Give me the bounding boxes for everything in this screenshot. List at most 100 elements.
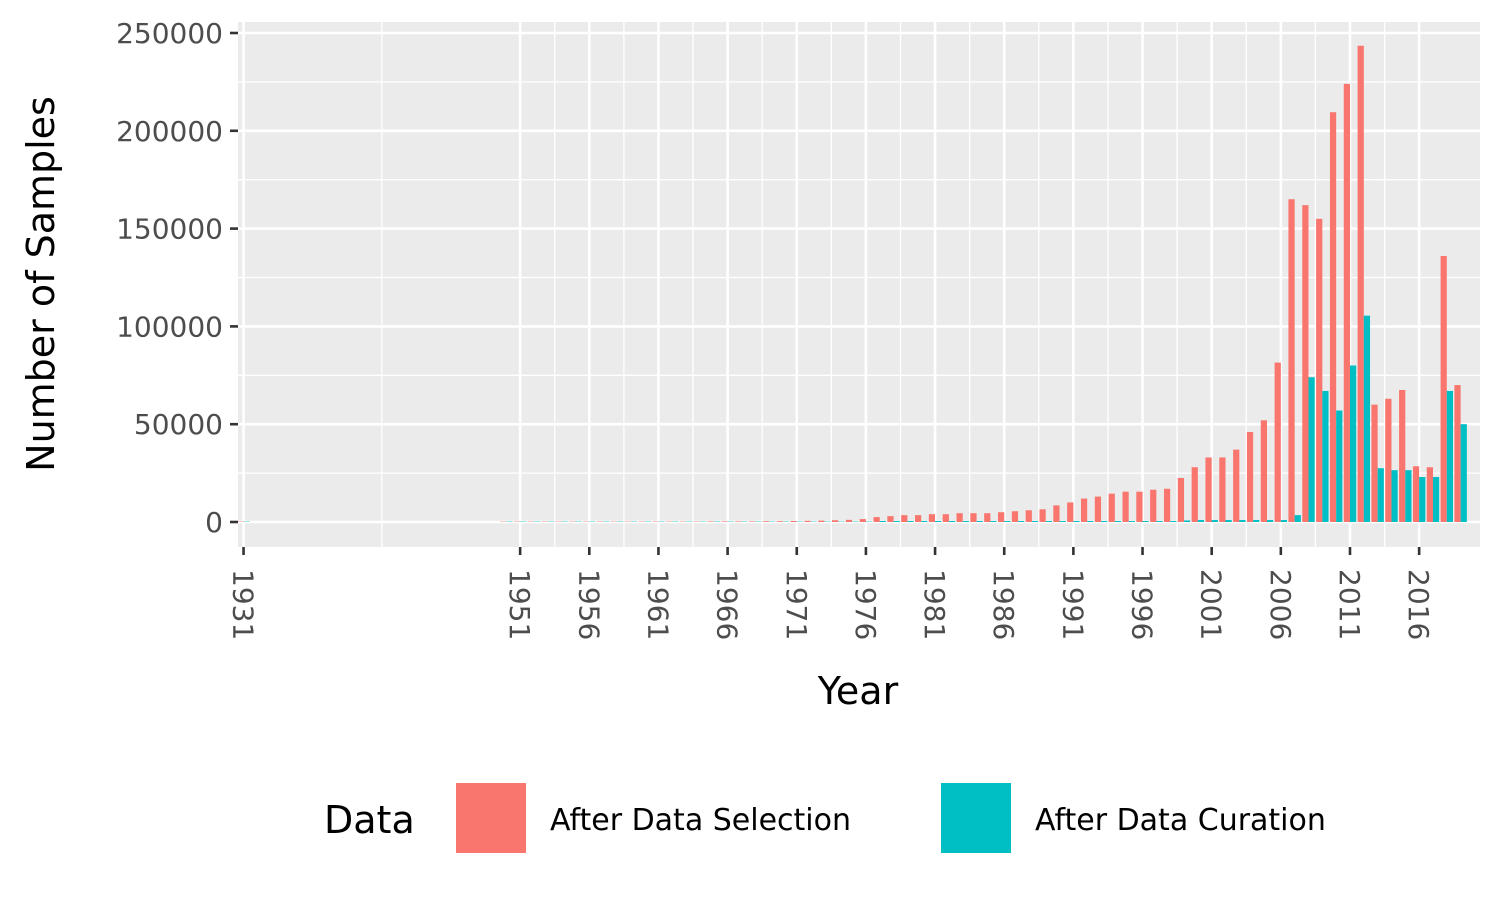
bar-selection-1974 <box>832 520 839 522</box>
x-tick-label: 2006 <box>1264 569 1297 640</box>
bar-selection-2019 <box>1454 385 1461 522</box>
bar-selection-1997 <box>1150 489 1157 522</box>
bar-selection-2014 <box>1385 398 1392 522</box>
bar-selection-1965 <box>707 521 714 522</box>
legend: Data After Data Selection After Data Cur… <box>324 783 1326 853</box>
legend-label-after-data-curation: After Data Curation <box>1035 803 1326 838</box>
bar-curation-2017 <box>1432 477 1440 522</box>
bar-selection-1985 <box>984 513 991 522</box>
minor-gridlines <box>238 22 1480 547</box>
bar-curation-1979 <box>907 521 914 522</box>
bar-selection-1989 <box>1039 509 1046 522</box>
bar-curation-2012 <box>1363 315 1371 522</box>
bar-curation-2008 <box>1308 377 1315 522</box>
bar-selection-1968 <box>749 521 756 522</box>
bar-selection-2003 <box>1233 449 1240 522</box>
bar-curation-2016 <box>1419 477 1426 522</box>
bar-selection-1976 <box>859 519 866 522</box>
bar-selection-2001 <box>1205 457 1212 522</box>
bar-curation-1995 <box>1128 521 1135 522</box>
bar-selection-1991 <box>1067 502 1074 522</box>
x-axis: 1931 1951 1956 1961 1966 1971 1976 1981 1986 1991… <box>227 547 1435 640</box>
bar-selection-1966 <box>721 521 728 522</box>
legend-key-after-data-curation <box>941 783 1011 853</box>
bar-curation-2002 <box>1225 520 1232 522</box>
bar-selection-1993 <box>1094 496 1102 522</box>
bar-curation-1996 <box>1142 521 1149 522</box>
bar-curation-1978 <box>893 521 900 522</box>
bars <box>237 45 1467 523</box>
bar-curation-1977 <box>879 521 886 522</box>
bar-curation-2000 <box>1197 520 1205 522</box>
bar-curation-1985 <box>990 521 997 522</box>
bar-curation-1987 <box>1018 521 1025 522</box>
bar-selection-1996 <box>1136 491 1143 522</box>
bar-selection-2008 <box>1302 205 1309 522</box>
bar-selection-1992 <box>1080 498 1088 522</box>
bar-curation-2010 <box>1336 410 1343 522</box>
bar-curation-1988 <box>1031 521 1039 522</box>
bar-selection-1987 <box>1011 511 1019 522</box>
bar-selection-1977 <box>873 517 880 522</box>
bar-selection-2016 <box>1412 466 1420 522</box>
bar-curation-2001 <box>1211 520 1218 522</box>
legend-label-after-data-selection: After Data Selection <box>550 803 851 838</box>
x-tick-label: 1996 <box>1126 569 1159 640</box>
bar-selection-1978 <box>887 516 894 522</box>
y-axis-title: Number of Samples <box>19 96 63 472</box>
bar-selection-2018 <box>1440 255 1447 523</box>
bar-curation-1999 <box>1184 520 1191 522</box>
bar-selection-1988 <box>1025 510 1032 522</box>
bar-selection-2005 <box>1260 420 1267 522</box>
bar-selection-2015 <box>1399 389 1406 522</box>
bar-selection-1980 <box>915 515 922 522</box>
bar-curation-1980 <box>921 521 928 522</box>
x-tick-label: 1981 <box>918 569 951 640</box>
bar-selection-2012 <box>1357 45 1364 523</box>
y-axis: 0 50000 100000 150000 200000 250000 <box>116 17 238 539</box>
y-tick-label: 250000 <box>116 17 223 50</box>
bar-selection-1986 <box>998 512 1005 522</box>
bar-selection-1970 <box>776 521 783 522</box>
bar-selection-2011 <box>1343 83 1350 523</box>
bar-selection-2013 <box>1371 404 1378 522</box>
x-tick-label: 1931 <box>227 569 260 640</box>
bar-selection-2009 <box>1316 218 1323 522</box>
y-tick-label: 50000 <box>134 408 223 441</box>
bar-selection-1972 <box>804 520 811 522</box>
x-tick-label: 2011 <box>1333 569 1366 640</box>
bar-selection-1967 <box>735 521 742 522</box>
bar-curation-2014 <box>1391 470 1398 522</box>
bar-curation-2005 <box>1267 520 1274 522</box>
bar-selection-1984 <box>970 513 977 522</box>
x-tick-label: 1961 <box>642 569 675 640</box>
bar-curation-1994 <box>1114 521 1122 522</box>
x-tick-label: 1976 <box>849 569 882 640</box>
bar-curation-1983 <box>962 521 969 522</box>
bar-curation-2013 <box>1377 468 1384 522</box>
bar-selection-1999 <box>1177 477 1185 522</box>
bar-selection-1982 <box>942 514 949 522</box>
x-axis-title: Year <box>817 669 899 713</box>
bar-selection-1975 <box>845 519 853 522</box>
bar-selection-2007 <box>1288 199 1295 522</box>
bar-selection-1981 <box>928 514 936 522</box>
x-tick-label: 2001 <box>1195 569 1228 640</box>
legend-key-after-data-selection <box>456 783 526 853</box>
bar-selection-2010 <box>1329 112 1337 522</box>
bar-curation-1992 <box>1087 521 1094 522</box>
bar-selection-1969 <box>762 521 770 522</box>
bar-selection-2006 <box>1274 362 1281 522</box>
bar-selection-1979 <box>901 515 908 522</box>
bar-selection-2017 <box>1426 467 1433 522</box>
bar-curation-1991 <box>1073 521 1080 522</box>
bar-curation-2018 <box>1446 390 1454 522</box>
bar-curation-2003 <box>1239 520 1246 522</box>
bar-selection-1995 <box>1122 491 1129 522</box>
y-tick-label: 100000 <box>116 310 223 343</box>
bar-curation-1998 <box>1170 521 1177 522</box>
bar-selection-1973 <box>818 520 825 522</box>
bar-curation-1982 <box>948 521 956 522</box>
x-tick-label: 1986 <box>987 569 1020 640</box>
y-tick-label: 0 <box>205 506 223 539</box>
